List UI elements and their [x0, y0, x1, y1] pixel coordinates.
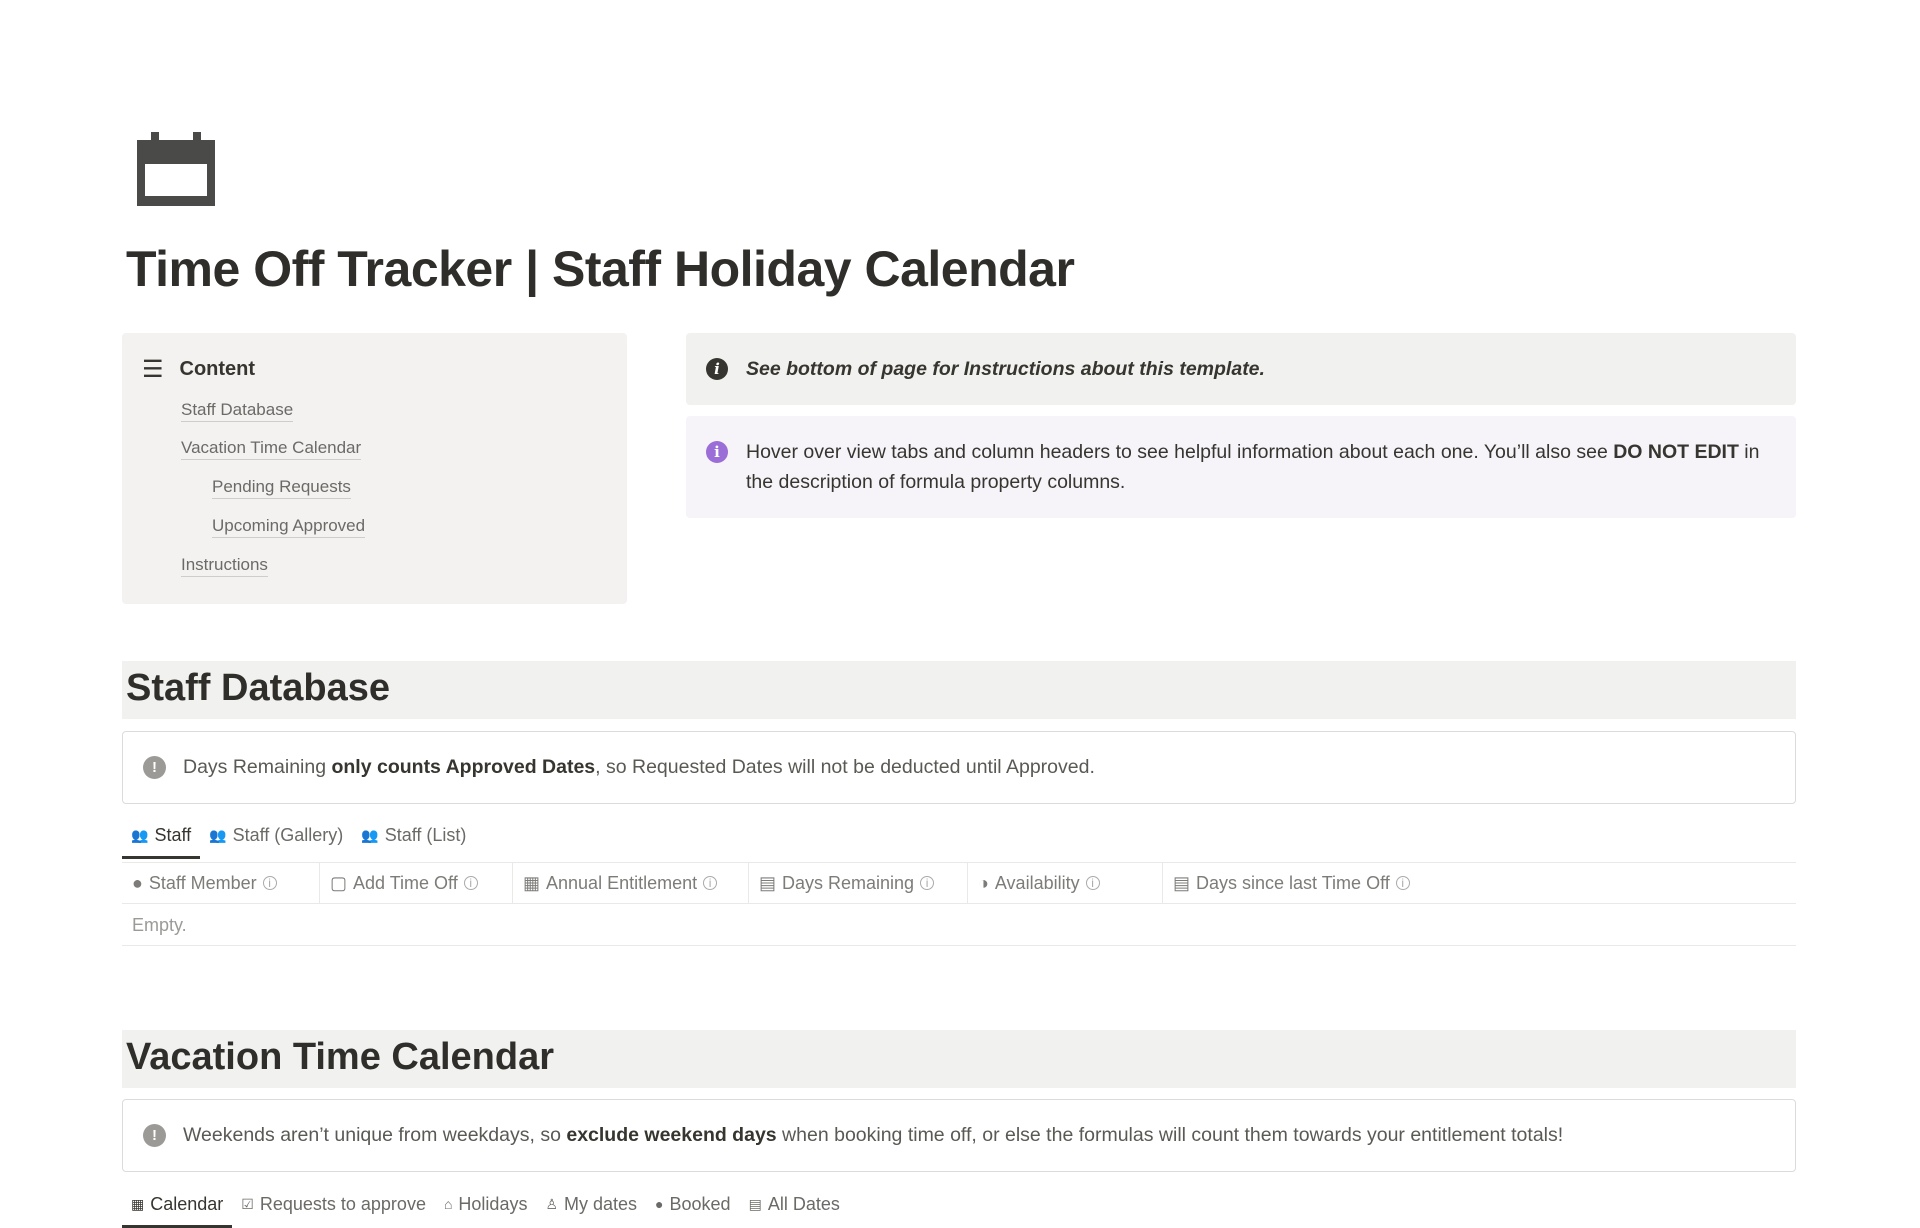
column-days-since-last[interactable]: ▤ Days since last Time Off i — [1163, 863, 1796, 903]
info-icon[interactable]: i — [703, 876, 718, 890]
column-label: Days Remaining — [782, 872, 915, 893]
tab-label: Staff (Gallery) — [232, 824, 344, 845]
column-days-remaining[interactable]: ▤ Days Remaining i — [749, 863, 968, 903]
callout-text: Hover over view tabs and column headers … — [746, 441, 1614, 463]
tab-staff-list[interactable]: 👥 Staff (List) — [352, 815, 475, 855]
column-availability[interactable]: ◑ Availability i — [968, 863, 1163, 903]
callout-bold: only counts Approved Dates — [331, 756, 596, 778]
tab-label: Booked — [669, 1193, 731, 1214]
column-add-time-off[interactable]: ▢ Add Time Off i — [320, 863, 513, 903]
callout-text: Days Remaining — [183, 756, 332, 778]
tab-label: Staff — [154, 824, 192, 845]
tab-label: Holidays — [458, 1193, 528, 1214]
status-icon: ◑ — [978, 872, 989, 893]
callout-text: , so Requested Dates will not be deducte… — [595, 756, 1095, 778]
column-label: Days since last Time Off — [1196, 872, 1390, 893]
calendar-icon — [137, 132, 215, 206]
formula-icon: ▤ — [1173, 872, 1191, 893]
vacation-calendar-heading: Vacation Time Calendar — [122, 1030, 1796, 1088]
toc-link-vacation-calendar[interactable]: Vacation Time Calendar — [181, 437, 362, 460]
info-icon[interactable]: i — [1395, 876, 1410, 890]
table-of-contents: ☰ Content Staff Database Vacation Time Ca… — [122, 333, 627, 604]
toc-link-upcoming-approved[interactable]: Upcoming Approved — [212, 515, 366, 538]
staff-view-tabs: 👥 Staff 👥 Staff (Gallery) 👥 Staff (List) — [122, 815, 475, 859]
tab-label: Requests to approve — [259, 1193, 426, 1214]
tab-label: Calendar — [150, 1193, 224, 1214]
table-header: ● Staff Member i ▢ Add Time Off i ▦ Annual En… — [122, 862, 1796, 904]
exclamation-icon: ! — [143, 1124, 166, 1147]
toc-link-instructions[interactable]: Instructions — [181, 554, 268, 577]
column-label: Add Time Off — [353, 872, 458, 893]
toc-link-staff-database[interactable]: Staff Database — [181, 399, 294, 422]
vacation-view-tabs: ▦ Calendar ☑ Requests to approve ⌂ Holidays… — [122, 1184, 849, 1228]
tab-my-dates[interactable]: ♙ My dates — [536, 1184, 646, 1224]
people-icon: 👥 — [131, 826, 149, 843]
toc-link-pending-requests[interactable]: Pending Requests — [212, 476, 351, 499]
empty-table-message: Empty. — [122, 904, 1796, 946]
column-staff-member[interactable]: ● Staff Member i — [122, 863, 320, 903]
info-icon: i — [706, 441, 728, 463]
exclamation-icon: ! — [143, 756, 166, 779]
tab-label: My dates — [564, 1193, 638, 1214]
formula-icon: ▤ — [759, 872, 777, 893]
vacation-warning-callout: ! Weekends aren’t unique from weekdays, s… — [122, 1099, 1796, 1172]
toc-heading: Content — [179, 358, 256, 380]
page-title: Time Off Tracker | Staff Holiday Calenda… — [126, 241, 1075, 297]
person-icon: ● — [132, 872, 143, 893]
staff-warning-callout: ! Days Remaining only counts Approved Dat… — [122, 731, 1796, 804]
tab-label: All Dates — [767, 1193, 840, 1214]
info-icon[interactable]: i — [262, 876, 277, 890]
column-annual-entitlement[interactable]: ▦ Annual Entitlement i — [513, 863, 749, 903]
info-icon: i — [706, 358, 728, 380]
column-label: Annual Entitlement — [546, 872, 698, 893]
callout-text: when booking time off, or else the formu… — [776, 1124, 1564, 1146]
staff-database-heading: Staff Database — [122, 661, 1796, 719]
tab-label: Staff (List) — [384, 824, 467, 845]
tab-booked[interactable]: ● Booked — [646, 1184, 740, 1224]
column-label: Staff Member — [148, 872, 257, 893]
tab-staff-gallery[interactable]: 👥 Staff (Gallery) — [200, 815, 352, 855]
info-callout: i See bottom of page for Instructions abo… — [686, 333, 1796, 405]
status-icon: ● — [655, 1196, 664, 1212]
info-icon[interactable]: i — [1085, 876, 1100, 890]
person-icon: ♙ — [545, 1195, 559, 1212]
callout-text: Weekends aren’t unique from weekdays, so — [183, 1124, 567, 1146]
checklist-icon: ☑ — [241, 1195, 254, 1212]
menu-icon: ☰ — [142, 356, 164, 383]
tab-staff[interactable]: 👥 Staff — [122, 815, 201, 859]
button-icon: ▢ — [330, 872, 348, 893]
tab-calendar[interactable]: ▦ Calendar — [122, 1184, 233, 1228]
callout-text: See bottom of page for Instructions abou… — [746, 358, 1265, 380]
callout-bold: DO NOT EDIT — [1613, 441, 1739, 463]
callout-bold: exclude weekend days — [566, 1124, 777, 1146]
table-icon: ▤ — [748, 1195, 762, 1212]
calendar-icon: ▦ — [523, 872, 541, 893]
info-icon[interactable]: i — [463, 876, 478, 890]
tab-holidays[interactable]: ⌂ Holidays — [435, 1184, 537, 1224]
tab-all-dates[interactable]: ▤ All Dates — [740, 1184, 849, 1224]
house-icon: ⌂ — [443, 1196, 453, 1212]
info-icon[interactable]: i — [920, 876, 935, 890]
people-icon: 👥 — [361, 826, 379, 843]
calendar-icon: ▦ — [131, 1195, 145, 1212]
people-icon: 👥 — [209, 826, 227, 843]
hover-callout: i Hover over view tabs and column headers… — [686, 416, 1796, 518]
column-label: Availability — [994, 872, 1080, 893]
tab-requests[interactable]: ☑ Requests to approve — [232, 1184, 435, 1224]
callout-text: in the description of formula property c… — [746, 441, 1760, 493]
